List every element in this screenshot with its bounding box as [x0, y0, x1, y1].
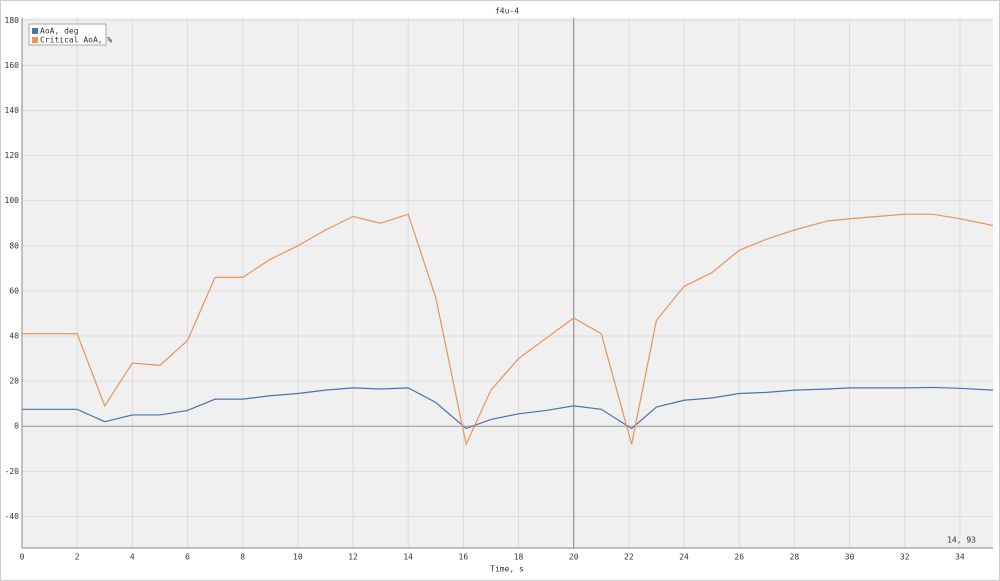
legend-box: [28, 23, 107, 46]
x-tick-label: 24: [679, 553, 689, 562]
y-tick-label: 60: [9, 286, 19, 295]
legend-label: Critical AoA, %: [40, 36, 112, 45]
legend-swatch: [32, 37, 38, 43]
annotation: 14, 93: [947, 536, 976, 545]
x-tick-label: 22: [624, 553, 634, 562]
x-tick-label: 2: [75, 553, 80, 562]
y-tick-label: 0: [14, 422, 19, 431]
chart-title: f4u-4: [495, 7, 519, 16]
legend-swatch: [32, 28, 38, 34]
x-tick-label: 14: [403, 553, 413, 562]
x-tick-label: 16: [459, 553, 469, 562]
x-tick-label: 10: [293, 553, 303, 562]
x-tick-label: 28: [790, 553, 800, 562]
y-tick-label: 80: [9, 241, 19, 250]
x-tick-label: 0: [20, 553, 25, 562]
y-tick-label: 40: [9, 332, 19, 341]
y-tick-label: 160: [5, 61, 20, 70]
y-tick-label: 20: [9, 377, 19, 386]
series-line: [22, 213, 994, 447]
legend-label: AoA, deg: [40, 27, 79, 36]
y-tick-label: -40: [5, 512, 20, 521]
y-tick-label: -20: [5, 467, 20, 476]
x-tick-label: 6: [185, 553, 190, 562]
x-tick-label: 20: [569, 553, 579, 562]
x-tick-label: 26: [734, 553, 744, 562]
x-tick-label: 32: [900, 553, 910, 562]
x-tick-label: 30: [845, 553, 855, 562]
x-axis-label: Time, s: [490, 565, 524, 574]
x-tick-label: 4: [130, 553, 135, 562]
y-tick-label: 100: [5, 196, 20, 205]
plot-area: [22, 18, 993, 548]
x-tick-label: 18: [514, 553, 524, 562]
x-tick-label: 12: [348, 553, 358, 562]
series-line: [22, 386, 994, 430]
y-tick-label: 140: [5, 106, 20, 115]
x-tick-label: 8: [240, 553, 245, 562]
x-tick-label: 34: [955, 553, 965, 562]
y-tick-label: 180: [5, 16, 20, 25]
y-tick-label: 120: [5, 151, 20, 160]
